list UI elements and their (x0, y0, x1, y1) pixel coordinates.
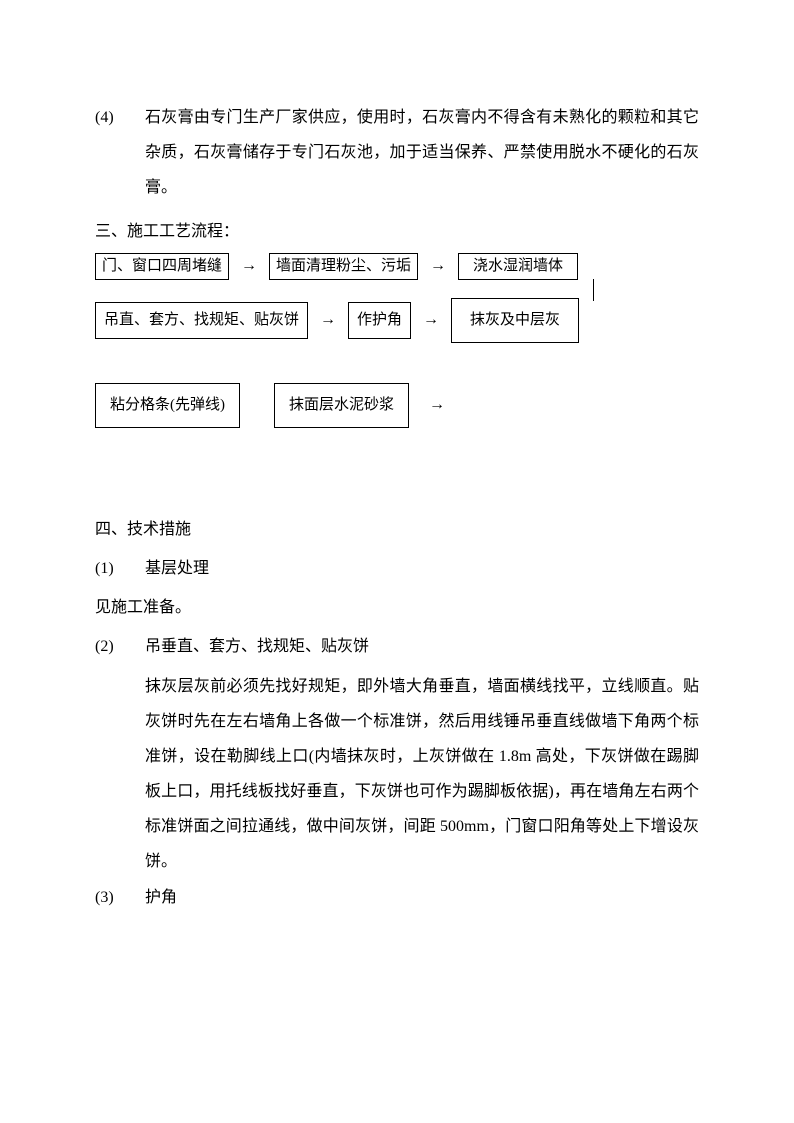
item-4-2-text: 抹灰层灰前必须先找好规矩，即外墙大角垂直，墙面横线找平，立线顺直。贴灰饼时先在左… (95, 669, 699, 880)
flow-row-3: 粘分格条(先弹线) 抹面层水泥砂浆 → (95, 383, 699, 428)
flow-arrow: → (429, 397, 445, 413)
section-3-heading: 三、施工工艺流程： (95, 214, 699, 249)
flow-box-1-2: 墙面清理粉尘、污垢 (269, 253, 418, 280)
flow-connector-vert (593, 279, 594, 301)
section-4-heading: 四、技术措施 (95, 512, 699, 547)
flow-box-3-2: 抹面层水泥砂浆 (274, 383, 409, 428)
flow-arrow: → (241, 258, 257, 274)
flow-box-1-3: 浇水湿润墙体 (458, 253, 578, 280)
item-4-number: (4) (95, 100, 145, 206)
item-4-1-text: 见施工准备。 (95, 590, 699, 625)
flow-arrow: → (320, 312, 336, 328)
flow-box-1-1: 门、窗口四周堵缝 (95, 253, 229, 280)
flowchart: 门、窗口四周堵缝 → 墙面清理粉尘、污垢 → 浇水湿润墙体 吊直、套方、找规矩、… (95, 253, 699, 428)
item-4-2: (2) 吊垂直、套方、找规矩、贴灰饼 (95, 629, 699, 664)
flow-box-2-1: 吊直、套方、找规矩、贴灰饼 (95, 302, 308, 339)
flow-arrow: → (430, 258, 446, 274)
item-4-1-title: 基层处理 (145, 551, 699, 586)
flow-box-3-1: 粘分格条(先弹线) (95, 383, 240, 428)
flow-box-2-2: 作护角 (348, 302, 411, 339)
item-4-1-number: (1) (95, 551, 145, 586)
flow-row-2: 吊直、套方、找规矩、贴灰饼 → 作护角 → 抹灰及中层灰 (95, 298, 699, 343)
item-4-3: (3) 护角 (95, 880, 699, 915)
item-4-3-title: 护角 (145, 880, 699, 915)
flow-box-2-3: 抹灰及中层灰 (451, 298, 579, 343)
item-4-2-number: (2) (95, 629, 145, 664)
item-4-1: (1) 基层处理 (95, 551, 699, 586)
item-4-2-title: 吊垂直、套方、找规矩、贴灰饼 (145, 629, 699, 664)
flow-row-1: 门、窗口四周堵缝 → 墙面清理粉尘、污垢 → 浇水湿润墙体 (95, 253, 699, 280)
item-4-3-number: (3) (95, 880, 145, 915)
item-4-text: 石灰膏由专门生产厂家供应，使用时，石灰膏内不得含有未熟化的颗粒和其它杂质，石灰膏… (145, 100, 699, 206)
flow-wrap: 门、窗口四周堵缝 → 墙面清理粉尘、污垢 → 浇水湿润墙体 吊直、套方、找规矩、… (95, 253, 699, 428)
flow-arrow: → (423, 312, 439, 328)
item-4: (4) 石灰膏由专门生产厂家供应，使用时，石灰膏内不得含有未熟化的颗粒和其它杂质… (95, 100, 699, 206)
